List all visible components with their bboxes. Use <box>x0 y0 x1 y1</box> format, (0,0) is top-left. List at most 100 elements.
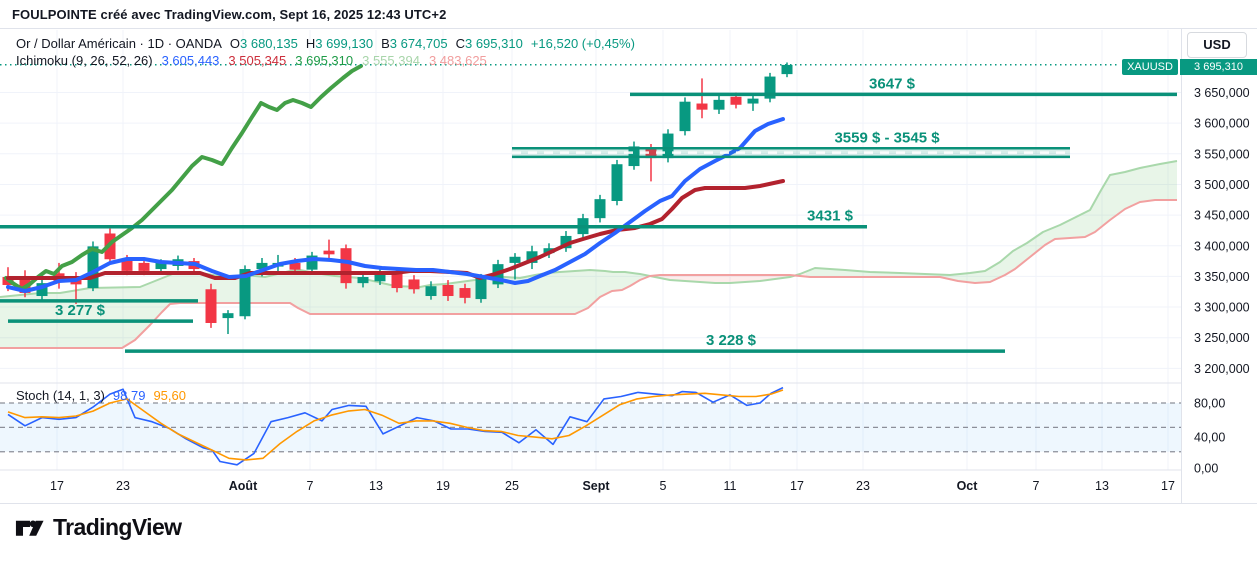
price-axis-label[interactable]: 3 250,000 <box>1194 331 1250 345</box>
candle[interactable] <box>645 148 657 159</box>
candle[interactable] <box>306 255 318 270</box>
price-axis-label[interactable]: 3 550,000 <box>1194 147 1250 161</box>
price-axis-label[interactable]: 3 600,000 <box>1194 117 1250 131</box>
candle[interactable] <box>121 259 133 271</box>
ohlc-key: H <box>305 36 316 51</box>
tradingview-logo-text: TradingView <box>53 514 182 540</box>
time-axis-label[interactable]: 7 <box>1033 479 1040 493</box>
candle[interactable] <box>323 250 335 255</box>
ichimoku-legend-row: Ichimoku (9, 26, 52, 26) 3 605,443 3 505,3… <box>16 52 635 69</box>
time-axis-label[interactable]: 5 <box>660 479 667 493</box>
tenkan-line[interactable] <box>6 117 785 293</box>
ichimoku-cloud <box>0 270 652 348</box>
candle[interactable] <box>526 251 538 263</box>
candle[interactable] <box>357 277 369 284</box>
time-axis-label[interactable]: 23 <box>116 479 130 493</box>
currency-button[interactable]: USD <box>1187 32 1247 58</box>
time-axis-label[interactable]: 23 <box>856 479 870 493</box>
price-axis-label[interactable]: 3 450,000 <box>1194 209 1250 223</box>
ohlc-value: 3 699,130 <box>315 36 374 51</box>
candle[interactable] <box>340 248 352 284</box>
ohlc-value: 3 680,135 <box>240 36 298 51</box>
symbol-legend-row: Or / Dollar Américain · 1D · OANDA O3 680… <box>16 35 635 52</box>
stoch-axis-label[interactable]: 40,00 <box>1194 431 1225 445</box>
candle[interactable] <box>475 278 487 300</box>
senkou-b-line[interactable] <box>0 199 1177 349</box>
candle[interactable] <box>239 269 251 317</box>
candle[interactable] <box>289 262 301 270</box>
time-axis-label[interactable]: 17 <box>1161 479 1175 493</box>
symbol-price-flag[interactable]: XAUUSD <box>1122 59 1178 75</box>
ichimoku-cloud <box>652 272 806 283</box>
ichimoku-value: 3 605,443 <box>161 53 220 68</box>
candle[interactable] <box>408 279 420 290</box>
candle[interactable] <box>138 262 150 271</box>
candle[interactable] <box>679 101 691 132</box>
stoch-d-line[interactable] <box>7 389 784 461</box>
chart-legend: Or / Dollar Américain · 1D · OANDA O3 680… <box>16 35 635 69</box>
time-axis-label[interactable]: 11 <box>724 479 737 493</box>
current-price-label: 3 695,310 <box>1180 59 1257 75</box>
candle[interactable] <box>87 246 99 289</box>
watermark-title: FOULPOINTE créé avec TradingView.com, Se… <box>12 7 447 22</box>
candle[interactable] <box>374 273 386 282</box>
price-axis-label[interactable]: 3 500,000 <box>1194 178 1250 192</box>
ohlc-key: B <box>381 36 390 51</box>
candle[interactable] <box>730 96 742 105</box>
candle[interactable] <box>713 99 725 110</box>
time-axis-label[interactable]: 13 <box>369 479 383 493</box>
ichimoku-title[interactable]: Ichimoku (9, 26, 52, 26) <box>16 53 153 68</box>
candle[interactable] <box>764 76 776 99</box>
candle[interactable] <box>594 199 606 219</box>
ichimoku-value: 3 555,394 <box>362 53 420 68</box>
ohlc-value: 3 674,705 <box>389 36 448 51</box>
price-axis-label[interactable]: 3 200,000 <box>1194 362 1250 376</box>
time-axis-label[interactable]: 17 <box>790 479 804 493</box>
candle[interactable] <box>781 64 793 75</box>
ohlc-value: 3 695,310 <box>464 36 523 51</box>
candle[interactable] <box>560 235 572 249</box>
candle[interactable] <box>391 273 403 289</box>
candle[interactable] <box>696 103 708 110</box>
time-axis-label[interactable]: Sept <box>582 479 610 493</box>
candle[interactable] <box>509 256 521 263</box>
candle[interactable] <box>205 289 217 323</box>
time-axis-label[interactable]: 19 <box>436 479 450 493</box>
candle[interactable] <box>256 262 268 270</box>
ohlc-key: O <box>229 36 240 51</box>
price-axis-label[interactable]: 3 350,000 <box>1194 270 1250 284</box>
level-label: 3 277 $ <box>55 302 106 319</box>
time-axis-label[interactable]: 7 <box>307 479 314 493</box>
candle[interactable] <box>662 133 674 159</box>
candle[interactable] <box>459 288 471 298</box>
change-value: +16,520 (+0,45%) <box>530 36 635 51</box>
price-axis-label[interactable]: 3 650,000 <box>1194 86 1250 100</box>
level-label: 3431 $ <box>807 208 854 225</box>
price-axis-label[interactable]: 3 300,000 <box>1194 301 1250 315</box>
stoch-axis-label[interactable]: 0,00 <box>1194 462 1218 476</box>
symbol-title[interactable]: Or / Dollar Américain · 1D · OANDA <box>16 36 222 51</box>
candle[interactable] <box>36 283 48 297</box>
candle[interactable] <box>747 98 759 104</box>
price-axis-label[interactable]: 3 400,000 <box>1194 239 1250 253</box>
time-axis-label[interactable]: Août <box>229 479 258 493</box>
ohlc-key: C <box>455 36 465 51</box>
chikou-line[interactable] <box>4 64 363 291</box>
time-axis-label[interactable]: 17 <box>50 479 64 493</box>
time-axis-label[interactable]: 25 <box>505 479 519 493</box>
candle[interactable] <box>155 262 167 270</box>
level-label: 3 228 $ <box>706 332 757 349</box>
candle[interactable] <box>611 164 623 202</box>
time-axis-label[interactable]: 13 <box>1095 479 1109 493</box>
tradingview-logo[interactable]: TradingView <box>14 512 182 543</box>
candle[interactable] <box>442 284 454 297</box>
ohlc-values: O3 680,135 H3 699,130 B3 674,705 C3 695,310 <box>222 36 523 51</box>
ichimoku-values: 3 605,443 3 505,345 3 695,310 3 555,394 3 48… <box>153 53 487 68</box>
candle[interactable] <box>222 313 234 319</box>
stoch-title[interactable]: Stoch (14, 1, 3) <box>16 388 105 403</box>
time-axis-label[interactable]: Oct <box>957 479 979 493</box>
stoch-axis-label[interactable]: 80,00 <box>1194 397 1225 411</box>
ichimoku-cloud <box>806 161 1177 283</box>
candle[interactable] <box>425 286 437 297</box>
